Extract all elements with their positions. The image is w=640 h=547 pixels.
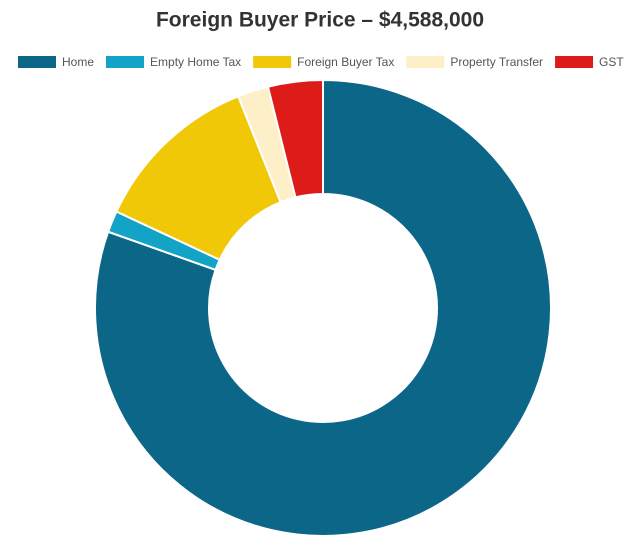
legend: Home Empty Home Tax Foreign Buyer Tax Prope… [18,55,624,69]
legend-swatch [406,56,445,68]
legend-swatch [18,56,56,68]
legend-label[interactable]: Home [62,55,94,69]
legend-label[interactable]: Property Transfer [450,55,543,69]
donut-slice [266,78,324,199]
chart-title: Foreign Buyer Price – $4,588,000 [156,9,484,32]
legend-swatch [106,56,145,68]
legend-swatch [555,56,594,68]
legend-label[interactable]: Empty Home Tax [150,55,241,69]
donut [94,78,552,537]
legend-label[interactable]: Foreign Buyer Tax [297,55,394,69]
donut-slice [94,78,552,537]
legend-swatch [253,56,292,68]
legend-label[interactable]: GST [599,55,624,69]
